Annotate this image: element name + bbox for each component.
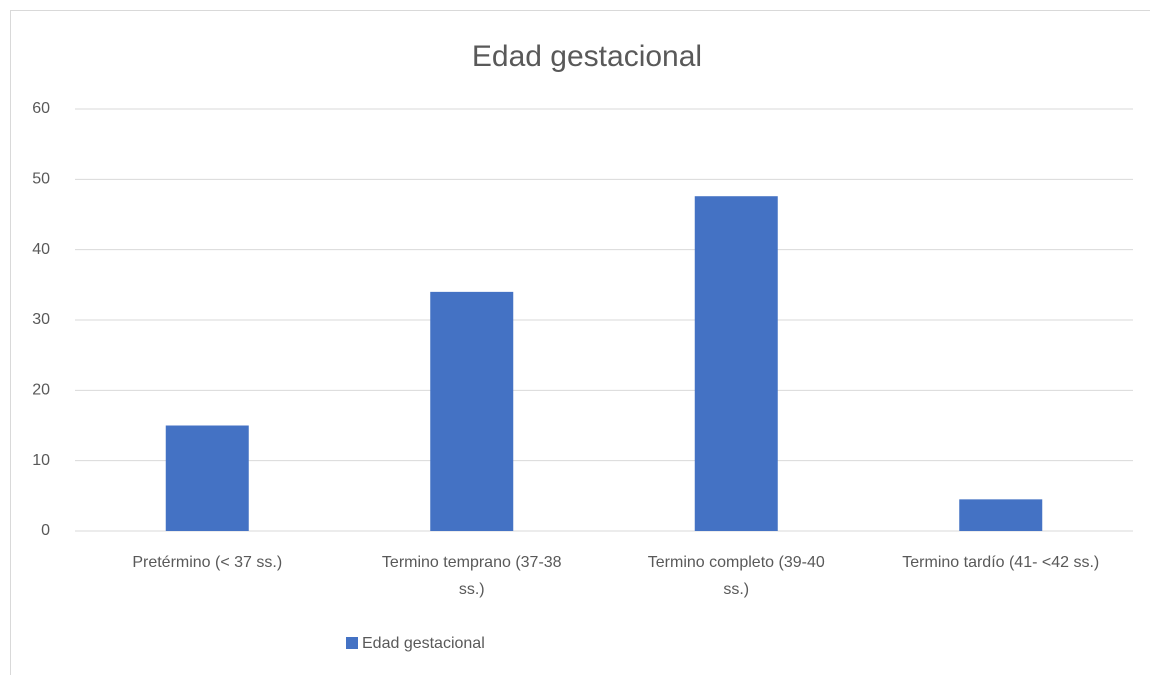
bar <box>430 291 514 531</box>
y-tick-label: 20 <box>32 382 50 399</box>
x-tick-label: Termino temprano (37-38 ss.) <box>382 554 562 598</box>
x-tick-label: Pretérmino (< 37 ss.) <box>132 554 282 571</box>
bar <box>165 425 249 531</box>
x-tick-label: Termino completo (39-40 ss.) <box>648 554 825 598</box>
label-line: ss.) <box>459 581 485 598</box>
y-tick-label: 10 <box>32 452 50 469</box>
label-line: Termino completo (39-40 <box>648 554 825 571</box>
y-tick-label: 30 <box>32 311 50 328</box>
y-tick-label: 60 <box>32 100 50 117</box>
chart-border <box>10 10 1150 675</box>
label-line: Termino tardío (41- <42 ss.) <box>902 554 1099 571</box>
y-tick-label: 0 <box>41 522 50 539</box>
x-tick-label: Termino tardío (41- <42 ss.) <box>902 554 1099 571</box>
y-tick-label: 40 <box>32 241 50 258</box>
bar <box>959 499 1043 531</box>
label-line: Termino temprano (37-38 <box>382 554 562 571</box>
label-line: Pretérmino (< 37 ss.) <box>132 554 282 571</box>
label-line: ss.) <box>723 581 749 598</box>
y-tick-label: 50 <box>32 171 50 188</box>
legend-swatch <box>346 637 358 649</box>
chart-title: Edad gestacional <box>472 40 702 73</box>
legend-label: Edad gestacional <box>362 635 485 652</box>
bar <box>694 196 778 532</box>
